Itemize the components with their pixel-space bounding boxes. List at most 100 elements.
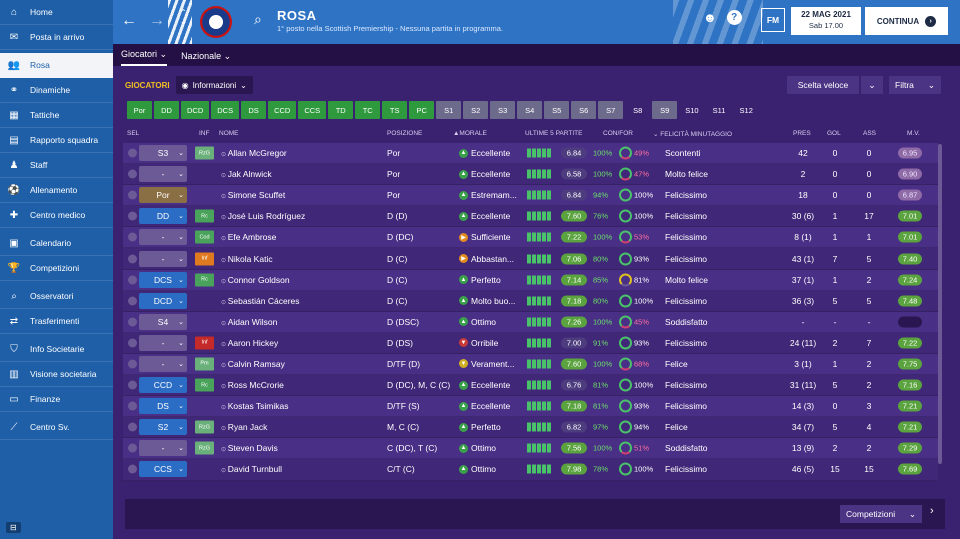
player-name[interactable]: Ryan Jack <box>221 422 268 432</box>
role-dropdown[interactable]: - ⌄ <box>139 229 187 246</box>
role-dropdown[interactable]: S3 ⌄ <box>139 145 187 162</box>
position-filter-dd[interactable]: DD <box>154 101 179 119</box>
role-dropdown[interactable]: - ⌄ <box>139 440 187 457</box>
role-dropdown[interactable]: DCS ⌄ <box>139 271 187 288</box>
player-name[interactable]: Simone Scuffet <box>221 190 286 200</box>
player-name[interactable]: Efe Ambrose <box>221 232 277 242</box>
select-radio[interactable] <box>128 254 137 264</box>
select-radio[interactable] <box>128 148 137 158</box>
sidebar-item-centro-sv-[interactable]: ⟋ Centro Sv. <box>0 415 113 440</box>
table-row[interactable]: DCD ⌄ Sebastián Cáceres D (C) ▲Molto buo... 7… <box>123 290 938 312</box>
position-filter-por[interactable]: Por <box>127 101 152 119</box>
col-last5[interactable]: ULTIME 5 PARTITE <box>525 130 583 137</box>
role-dropdown[interactable]: CCS ⌄ <box>139 461 187 478</box>
date-display[interactable]: 22 MAG 2021 Sab 17.00 <box>791 7 861 35</box>
club-crest-icon[interactable] <box>200 6 232 38</box>
position-filter-s7[interactable]: S7 <box>598 101 624 119</box>
view-dropdown[interactable]: ◉ Informazioni ⌄ <box>175 76 253 94</box>
quick-select-chevron-icon[interactable]: ⌄ <box>861 76 883 94</box>
player-name[interactable]: Sebastián Cáceres <box>221 296 300 306</box>
position-filter-ccs[interactable]: CCS <box>298 101 327 119</box>
table-row[interactable]: S3 ⌄ RzG Allan McGregor Por ▲Eccellente 6.84 10… <box>123 143 938 165</box>
select-radio[interactable] <box>128 211 137 221</box>
role-dropdown[interactable]: CCD ⌄ <box>139 377 187 394</box>
col-sel[interactable]: SEL <box>127 130 140 137</box>
sidebar-item-tattiche[interactable]: ▦ Tattiche <box>0 103 113 128</box>
select-radio[interactable] <box>128 338 137 348</box>
player-name[interactable]: José Luis Rodríguez <box>221 211 306 221</box>
filter-button[interactable]: Filtra ⌄ <box>889 76 941 94</box>
position-filter-ccd[interactable]: CCD <box>268 101 297 119</box>
history-chevrons-icon[interactable]: ⌃ ⌄ <box>180 8 187 26</box>
col-assists[interactable]: ASS <box>863 130 877 137</box>
position-filter-s10[interactable]: S10 <box>679 101 705 119</box>
role-dropdown[interactable]: DCD ⌄ <box>139 292 187 309</box>
table-row[interactable]: DS ⌄ Kostas Tsimikas D/TF (S) ▲Eccellente 7.1… <box>123 396 938 418</box>
table-row[interactable]: DCS ⌄ Rc Connor Goldson D (C) ▲Perfetto 7.14 85… <box>123 269 938 291</box>
tab-nazionale[interactable]: Nazionale ⌄ <box>181 51 232 61</box>
position-filter-s4[interactable]: S4 <box>517 101 543 119</box>
sidebar-item-trasferimenti[interactable]: ⇄ Trasferimenti <box>0 309 113 334</box>
position-filter-tc[interactable]: TC <box>355 101 381 119</box>
select-radio[interactable] <box>128 190 137 200</box>
fm-logo-icon[interactable]: FM <box>761 8 785 32</box>
role-dropdown[interactable]: - ⌄ <box>139 334 187 351</box>
position-filter-dcd[interactable]: DCD <box>181 101 210 119</box>
sidebar-item-dinamiche[interactable]: ⚭ Dinamiche <box>0 78 113 103</box>
role-dropdown[interactable]: S4 ⌄ <box>139 313 187 330</box>
sidebar-item-posta-in-arrivo[interactable]: ✉ Posta in arrivo <box>0 25 113 50</box>
role-dropdown[interactable]: DS ⌄ <box>139 398 187 415</box>
select-radio[interactable] <box>128 317 137 327</box>
select-radio[interactable] <box>128 401 137 411</box>
sidebar-item-allenamento[interactable]: ⚽ Allenamento <box>0 178 113 203</box>
sidebar-collapse-icon[interactable]: ⊟ <box>6 522 21 533</box>
player-name[interactable]: Steven Davis <box>221 443 278 453</box>
role-dropdown[interactable]: - ⌄ <box>139 166 187 183</box>
position-filter-td[interactable]: TD <box>328 101 354 119</box>
select-radio[interactable] <box>128 380 137 390</box>
table-row[interactable]: DD ⌄ Rc José Luis Rodríguez D (D) ▲Eccellente… <box>123 206 938 228</box>
quick-select-button[interactable]: Scelta veloce <box>787 76 859 94</box>
position-filter-s12[interactable]: S12 <box>733 101 759 119</box>
forward-arrow-icon[interactable]: → <box>149 12 165 29</box>
tab-giocatori[interactable]: Giocatori ⌄ <box>121 49 168 66</box>
player-name[interactable]: Calvin Ramsay <box>221 359 285 369</box>
role-dropdown[interactable]: S2 ⌄ <box>139 419 187 436</box>
next-arrow-icon[interactable]: › <box>930 505 934 517</box>
sidebar-item-finanze[interactable]: ▭ Finanze <box>0 387 113 412</box>
role-dropdown[interactable]: - ⌄ <box>139 250 187 267</box>
role-dropdown[interactable]: Por ⌄ <box>139 187 187 204</box>
position-filter-s1[interactable]: S1 <box>436 101 462 119</box>
player-name[interactable]: David Turnbull <box>221 464 282 474</box>
select-radio[interactable] <box>128 275 137 285</box>
table-row[interactable]: CCD ⌄ Rc Ross McCrorie D (DC), M, C (C) ▲Ecce… <box>123 375 938 397</box>
sidebar-item-rosa[interactable]: 👥 Rosa <box>0 53 113 78</box>
sidebar-item-staff[interactable]: ♟ Staff <box>0 153 113 178</box>
player-name[interactable]: Kostas Tsimikas <box>221 401 289 411</box>
player-name[interactable]: Nikola Katic <box>221 254 273 264</box>
help-icon[interactable]: ? <box>726 10 742 25</box>
player-name[interactable]: Jak Alnwick <box>221 169 272 179</box>
sidebar-item-osservatori[interactable]: ⌕ Osservatori <box>0 284 113 309</box>
col-happiness[interactable]: ⌄ FELICITÀ MINUTAGGIO <box>653 131 732 138</box>
table-row[interactable]: -⌄Jak AlnwickPor▲Eccellente6.58100%47%Mo… <box>123 164 938 186</box>
position-filter-s3[interactable]: S3 <box>490 101 516 119</box>
player-name[interactable]: Ross McCrorie <box>221 380 284 390</box>
player-name[interactable]: Aidan Wilson <box>221 317 278 327</box>
table-row[interactable]: CCS ⌄ David Turnbull C/T (C) ▲Ottimo 7.98 78% 1… <box>123 459 938 481</box>
sidebar-item-visione-societaria[interactable]: ▥ Visione societaria <box>0 362 113 387</box>
position-filter-s6[interactable]: S6 <box>571 101 597 119</box>
select-radio[interactable] <box>128 422 137 432</box>
col-appearances[interactable]: PRES <box>793 130 811 137</box>
table-row[interactable]: Por ⌄ Simone Scuffet Por ▲Estremam... 6.84 94%… <box>123 185 938 207</box>
col-condition[interactable]: CON/FOR <box>603 130 633 137</box>
col-name[interactable]: NOME <box>219 130 239 137</box>
select-radio[interactable] <box>128 443 137 453</box>
sidebar-item-rapporto-squadra[interactable]: ▤ Rapporto squadra <box>0 128 113 153</box>
select-radio[interactable] <box>128 169 137 179</box>
player-name[interactable]: Aaron Hickey <box>221 338 279 348</box>
